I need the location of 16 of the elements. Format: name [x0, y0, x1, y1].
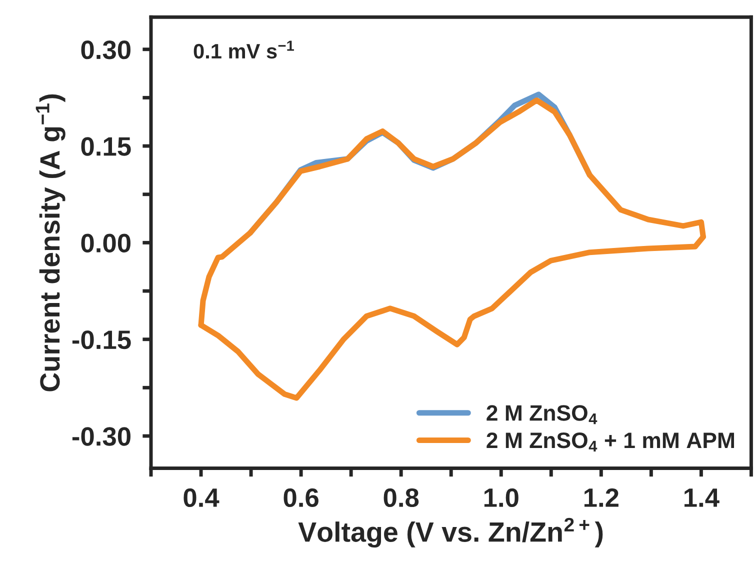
x-axis-title: Voltage (V vs. Zn/Zn$^{2+}$) — [298, 518, 603, 548]
y-tick-label: 0.00 — [81, 234, 130, 252]
y-tick-label: -0.15 — [72, 330, 131, 350]
annotation: 0.1 mV s$^{−1}$ — [194, 40, 294, 59]
x-tick-label: 0.4 — [184, 488, 220, 508]
x-tick-label: 1.2 — [584, 488, 618, 507]
x-tick-label: 0.6 — [284, 488, 318, 508]
y-axis-title: Current density (A g$^{−1}$) — [36, 94, 66, 392]
x-tick-label: 0.8 — [384, 488, 419, 508]
y-tick-label: 0.15 — [81, 137, 131, 156]
legend-label: 2 M ZnSO$_{4}$ — [486, 405, 598, 424]
y-tick-label: 0.30 — [81, 40, 130, 60]
x-tick-label: 1.0 — [484, 488, 518, 508]
legend-label: 2 M ZnSO$_{4}$ + 1 mM APM — [486, 432, 734, 452]
x-tick-label: 1.4 — [684, 488, 720, 507]
y-tick-label: -0.30 — [72, 427, 130, 446]
